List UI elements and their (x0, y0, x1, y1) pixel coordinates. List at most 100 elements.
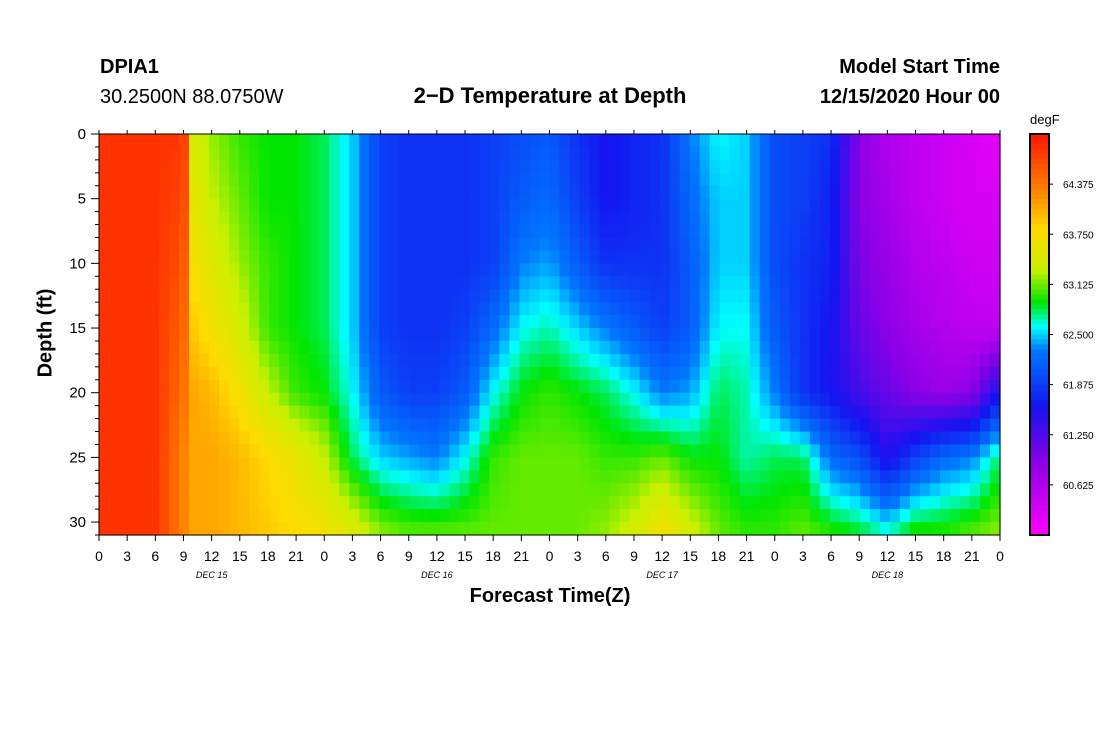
heatmap-cell (519, 340, 531, 355)
heatmap-cell (699, 289, 711, 303)
heatmap-cell (509, 315, 521, 329)
heatmap-cell (159, 496, 170, 510)
heatmap-cell (869, 250, 881, 264)
heatmap-cell (619, 159, 631, 174)
heatmap-cell (419, 211, 430, 226)
heatmap-cell (99, 211, 110, 226)
heatmap-cell (899, 237, 911, 252)
heatmap-cell (659, 483, 671, 497)
heatmap-cell (859, 483, 871, 497)
heatmap-cell (589, 366, 601, 381)
heatmap-cell (869, 172, 881, 187)
heatmap-cell (749, 509, 761, 523)
x-tick-label: 21 (514, 548, 530, 564)
heatmap-cell (129, 522, 140, 536)
heatmap-cell (129, 263, 140, 277)
heatmap-cell (549, 353, 561, 368)
heatmap-cell (479, 328, 491, 342)
heatmap-cell (609, 315, 621, 329)
heatmap-cell (629, 457, 641, 471)
heatmap-cell (99, 392, 110, 407)
heatmap-cell (429, 470, 440, 484)
heatmap-cell (159, 289, 170, 303)
heatmap-cell (159, 405, 170, 420)
heatmap-cell (629, 483, 641, 497)
heatmap-cell (199, 353, 210, 368)
heatmap-cell (399, 470, 410, 484)
heatmap-cell (559, 366, 571, 381)
heatmap-cell (439, 276, 450, 290)
heatmap-cell (159, 185, 170, 200)
heatmap-cell (419, 353, 430, 368)
heatmap-cell (559, 328, 571, 342)
heatmap-cell (609, 418, 621, 433)
heatmap-cell (189, 328, 200, 342)
heatmap-cell (249, 289, 260, 303)
heatmap-cell (809, 146, 821, 161)
heatmap-cell (629, 496, 641, 510)
heatmap-cell (379, 353, 390, 368)
heatmap-cell (389, 392, 400, 407)
heatmap-cell (809, 211, 821, 226)
heatmap-cell (259, 340, 270, 355)
heatmap-cell (249, 146, 260, 161)
heatmap-cell (609, 470, 621, 484)
heatmap-cell (329, 237, 340, 252)
heatmap-cell (169, 224, 180, 239)
y-tick-label: 10 (69, 255, 86, 272)
heatmap-cell (959, 340, 971, 355)
heatmap-cell (119, 418, 130, 433)
heatmap-cell (549, 250, 561, 264)
heatmap-cell (399, 366, 410, 381)
heatmap-cell (649, 289, 661, 303)
heatmap-cell (339, 172, 350, 187)
heatmap-cell (109, 457, 120, 471)
heatmap-cell (379, 302, 390, 316)
heatmap-cell (859, 315, 871, 329)
heatmap-cell (349, 328, 360, 342)
heatmap-cell (159, 302, 170, 316)
heatmap-cell (939, 250, 951, 264)
heatmap-cell (719, 509, 731, 523)
heatmap-cell (339, 496, 350, 510)
heatmap-cell (169, 418, 180, 433)
heatmap-cell (969, 134, 981, 148)
heatmap-cell (959, 146, 971, 161)
heatmap-cell (129, 315, 140, 329)
heatmap-cell (179, 353, 190, 368)
colorbar-swatch (1030, 404, 1049, 411)
heatmap-cell (579, 289, 591, 303)
heatmap-cell (899, 483, 911, 497)
heatmap-cell (469, 353, 481, 368)
heatmap-cell (979, 250, 991, 264)
heatmap-cell (199, 172, 210, 187)
heatmap-cell (459, 483, 471, 497)
heatmap-cell (649, 457, 661, 471)
heatmap-cell (789, 483, 801, 497)
heatmap-cell (839, 185, 851, 200)
heatmap-cell (529, 263, 541, 277)
heatmap-cell (949, 470, 961, 484)
heatmap-cell (409, 250, 420, 264)
heatmap-cell (759, 146, 771, 161)
heatmap-cell (519, 250, 531, 264)
heatmap-cell (549, 405, 561, 420)
heatmap-cell (629, 224, 641, 239)
heatmap-cell (899, 328, 911, 342)
heatmap-cell (579, 483, 591, 497)
heatmap-cell (879, 483, 891, 497)
heatmap-cell (419, 198, 430, 213)
heatmap-cell (129, 509, 140, 523)
heatmap-cell (449, 340, 460, 355)
heatmap-cell (189, 146, 200, 161)
heatmap-cell (469, 444, 481, 458)
heatmap-cell (809, 366, 821, 381)
heatmap-cell (539, 431, 551, 446)
heatmap-cell (629, 418, 641, 433)
heatmap-cell (929, 198, 941, 213)
heatmap-cell (829, 392, 841, 407)
heatmap-cell (949, 483, 961, 497)
heatmap-cell (109, 496, 120, 510)
heatmap-cell (769, 444, 781, 458)
heatmap-cell (449, 522, 460, 536)
